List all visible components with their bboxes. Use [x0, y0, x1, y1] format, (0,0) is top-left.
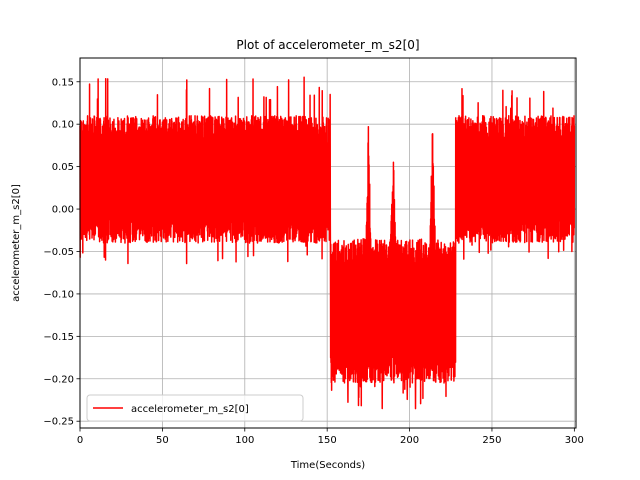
- y-tick-label: 0.00: [52, 205, 74, 216]
- chart-title: Plot of accelerometer_m_s2[0]: [236, 38, 419, 52]
- plot-frame: [79, 57, 577, 429]
- y-tick-label: −0.25: [43, 417, 74, 428]
- x-axis-label: Time(Seconds): [290, 460, 365, 471]
- legend-label: accelerometer_m_s2[0]: [131, 404, 249, 415]
- y-tick-label: 0.10: [52, 120, 74, 131]
- y-tick-label: −0.20: [43, 374, 74, 385]
- y-axis: −0.25 −0.20 −0.15 −0.10 −0.05 0.00 0.05 0.10 0.1…: [43, 77, 80, 428]
- y-tick-label: −0.10: [43, 289, 74, 300]
- x-tick-label: 150: [318, 435, 337, 446]
- x-tick-label: 100: [235, 435, 254, 446]
- plot-area: [79, 76, 576, 410]
- x-tick-label: 200: [400, 435, 419, 446]
- y-tick-label: 0.05: [52, 162, 74, 173]
- y-tick-label: 0.15: [52, 77, 74, 88]
- legend-box: [86, 394, 304, 422]
- y-tick-label: −0.05: [43, 247, 74, 258]
- x-tick-label: 300: [565, 435, 584, 446]
- y-axis-label: accelerometer_m_s2[0]: [11, 184, 22, 302]
- series-line-accelerometer: [79, 76, 576, 410]
- x-axis: 0 50 100 150 200 250 300: [77, 428, 584, 446]
- x-tick-label: 50: [156, 435, 169, 446]
- legend: accelerometer_m_s2[0]: [86, 394, 304, 422]
- y-tick-label: −0.15: [43, 332, 74, 343]
- x-tick-label: 250: [482, 435, 501, 446]
- x-tick-label: 0: [77, 435, 83, 446]
